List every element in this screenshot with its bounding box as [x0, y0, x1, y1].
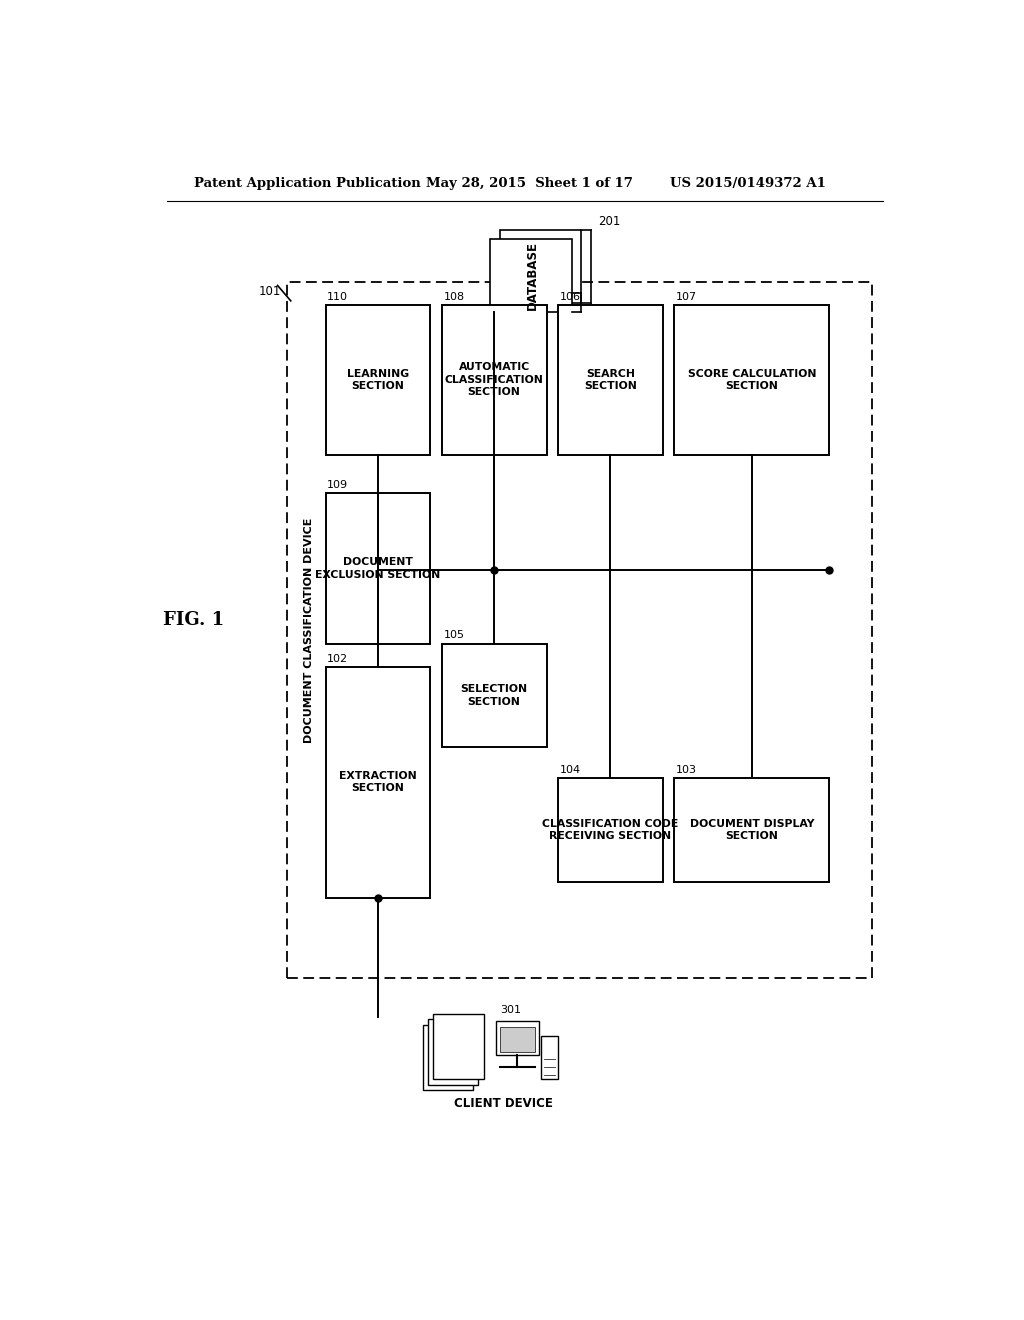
- Text: DOCUMENT CLASSIFICATION DEVICE: DOCUMENT CLASSIFICATION DEVICE: [303, 517, 313, 743]
- Text: SCORE CALCULATION
SECTION: SCORE CALCULATION SECTION: [688, 368, 816, 391]
- Text: 301: 301: [500, 1006, 521, 1015]
- Text: US 2015/0149372 A1: US 2015/0149372 A1: [671, 177, 826, 190]
- Text: EXTRACTION
SECTION: EXTRACTION SECTION: [339, 771, 417, 793]
- Text: 102: 102: [328, 653, 348, 664]
- Text: SEARCH
SECTION: SEARCH SECTION: [584, 368, 637, 391]
- Text: 201: 201: [598, 215, 621, 228]
- Bar: [442, 305, 547, 455]
- Text: 105: 105: [443, 631, 465, 640]
- Bar: [496, 1020, 539, 1056]
- Bar: [675, 305, 829, 455]
- Text: DOCUMENT
EXCLUSION SECTION: DOCUMENT EXCLUSION SECTION: [315, 557, 440, 579]
- Bar: [287, 281, 872, 978]
- Text: CLASSIFICATION CODE
RECEIVING SECTION: CLASSIFICATION CODE RECEIVING SECTION: [543, 818, 679, 841]
- Bar: [423, 1024, 473, 1090]
- Bar: [558, 779, 663, 882]
- Text: 104: 104: [560, 766, 581, 775]
- Text: 108: 108: [443, 292, 465, 302]
- Text: May 28, 2015  Sheet 1 of 17: May 28, 2015 Sheet 1 of 17: [426, 177, 633, 190]
- Bar: [326, 305, 430, 455]
- Bar: [541, 1036, 558, 1078]
- Text: Patent Application Publication: Patent Application Publication: [194, 177, 421, 190]
- Bar: [433, 1014, 483, 1080]
- Text: 110: 110: [328, 292, 348, 302]
- Bar: [442, 644, 547, 747]
- Text: DOCUMENT DISPLAY
SECTION: DOCUMENT DISPLAY SECTION: [689, 818, 814, 841]
- Bar: [326, 667, 430, 898]
- Bar: [490, 239, 571, 313]
- Text: 106: 106: [560, 292, 581, 302]
- Text: FIG. 1: FIG. 1: [163, 611, 224, 630]
- Text: 109: 109: [328, 480, 348, 490]
- Text: LEARNING
SECTION: LEARNING SECTION: [347, 368, 409, 391]
- Text: AUTOMATIC
CLASSIFICATION
SECTION: AUTOMATIC CLASSIFICATION SECTION: [444, 363, 544, 397]
- Text: 107: 107: [676, 292, 697, 302]
- Text: CLIENT DEVICE: CLIENT DEVICE: [455, 1097, 553, 1110]
- Bar: [428, 1019, 478, 1085]
- Bar: [326, 494, 430, 644]
- Bar: [500, 1027, 535, 1052]
- Text: 101: 101: [258, 285, 281, 298]
- Bar: [500, 230, 581, 304]
- Text: 103: 103: [676, 766, 697, 775]
- Text: DATABASE: DATABASE: [526, 242, 539, 310]
- Bar: [675, 779, 829, 882]
- Text: SELECTION
SECTION: SELECTION SECTION: [461, 684, 527, 706]
- Bar: [558, 305, 663, 455]
